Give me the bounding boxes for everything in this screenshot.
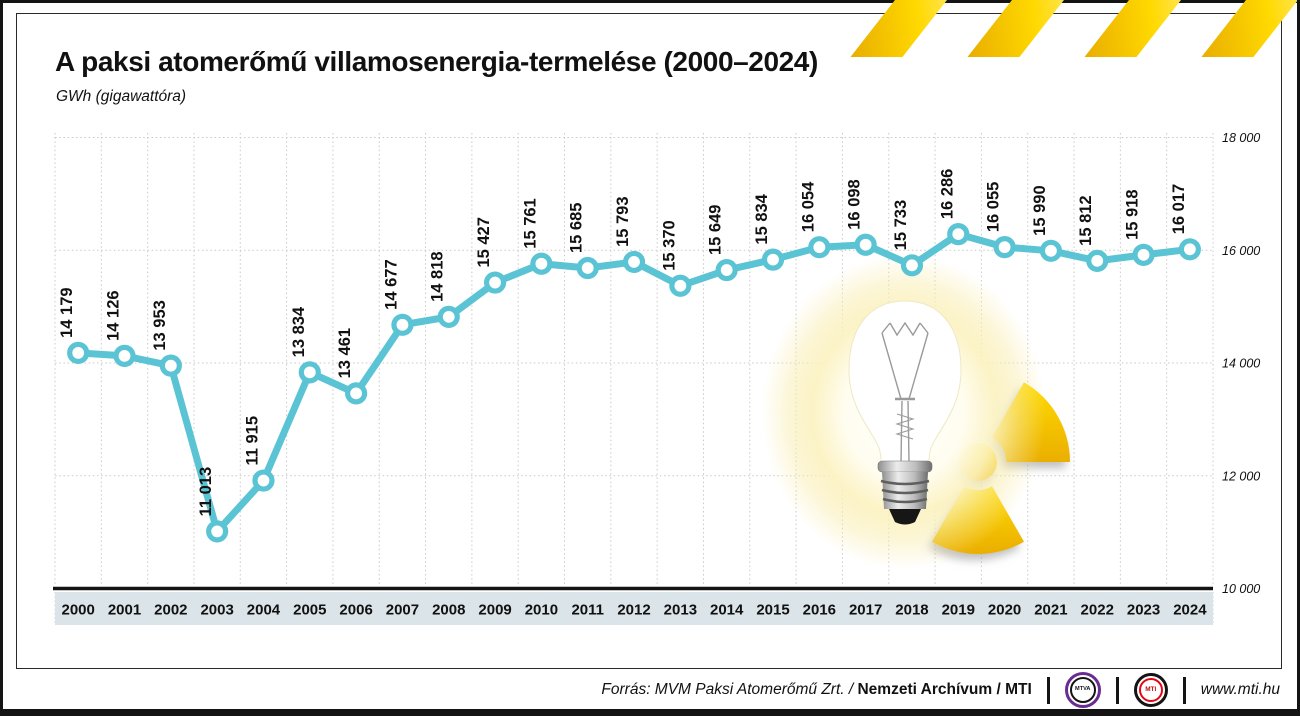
svg-text:2001: 2001 (108, 602, 141, 619)
source-text: Forrás: MVM Paksi Atomerőmű Zrt. / Nemze… (601, 681, 1031, 699)
svg-text:2019: 2019 (942, 602, 975, 619)
source-slash: / (992, 681, 1006, 698)
svg-text:16 098: 16 098 (846, 179, 864, 229)
svg-text:14 000: 14 000 (1222, 357, 1260, 371)
svg-text:15 733: 15 733 (892, 200, 910, 250)
svg-text:12 000: 12 000 (1222, 469, 1260, 483)
svg-text:16 286: 16 286 (938, 169, 956, 219)
mtva-logo: MTVA (1064, 672, 1101, 708)
svg-text:16 054: 16 054 (799, 181, 817, 232)
footer: Forrás: MVM Paksi Atomerőmű Zrt. / Nemze… (0, 670, 1300, 710)
page-title: A paksi atomerőmű villamosenergia-termel… (55, 46, 818, 77)
chart-unit-subtitle: GWh (gigawattóra) (56, 88, 187, 105)
svg-text:13 461: 13 461 (336, 328, 354, 378)
footer-divider (1182, 676, 1186, 704)
svg-text:2007: 2007 (386, 602, 419, 619)
svg-text:15 685: 15 685 (568, 203, 586, 253)
svg-text:2009: 2009 (478, 602, 511, 619)
svg-text:16 055: 16 055 (985, 182, 1003, 232)
website-url: www.mti.hu (1200, 681, 1280, 698)
source-archive: Nemzeti Archívum (857, 681, 993, 698)
svg-text:13 834: 13 834 (290, 306, 308, 357)
svg-text:15 649: 15 649 (707, 205, 725, 255)
svg-text:2008: 2008 (432, 602, 465, 619)
svg-text:16 017: 16 017 (1170, 184, 1188, 234)
svg-text:2005: 2005 (293, 602, 326, 619)
svg-text:2013: 2013 (664, 602, 697, 619)
svg-text:16 000: 16 000 (1222, 244, 1260, 258)
svg-text:15 761: 15 761 (521, 198, 539, 248)
source-prefix: Forrás: MVM Paksi Atomerőmű Zrt. / (601, 681, 858, 698)
svg-text:15 990: 15 990 (1031, 185, 1049, 235)
svg-text:15 370: 15 370 (660, 220, 678, 270)
svg-text:14 677: 14 677 (382, 259, 400, 309)
svg-text:2021: 2021 (1034, 602, 1067, 619)
svg-text:14 179: 14 179 (58, 287, 76, 337)
svg-text:2017: 2017 (849, 602, 882, 619)
svg-text:13 953: 13 953 (151, 300, 169, 350)
svg-text:2002: 2002 (154, 602, 187, 619)
svg-text:14 126: 14 126 (105, 290, 123, 340)
footer-divider (1115, 676, 1119, 704)
svg-text:2011: 2011 (571, 602, 604, 619)
chart-border-box (16, 13, 1282, 669)
mti-logo: MTI (1133, 673, 1168, 707)
footer-divider (1046, 676, 1050, 704)
data-line-series (67, 223, 1201, 543)
svg-text:10 000: 10 000 (1222, 582, 1260, 596)
svg-text:2020: 2020 (988, 602, 1021, 619)
svg-text:2010: 2010 (525, 602, 558, 619)
svg-text:15 834: 15 834 (753, 193, 771, 244)
svg-text:2000: 2000 (62, 602, 95, 619)
svg-text:2012: 2012 (617, 602, 650, 619)
svg-text:11 915: 11 915 (243, 416, 261, 466)
mti-logo-label: MTI (1145, 685, 1157, 693)
svg-text:14 818: 14 818 (429, 251, 447, 301)
source-mti: MTI (1005, 681, 1032, 698)
svg-text:2024: 2024 (1173, 602, 1207, 619)
svg-text:2016: 2016 (803, 602, 836, 619)
value-labels: 14 179 14 126 13 953 11 013 11 915 13 834 13 4… (58, 169, 1188, 517)
svg-text:15 918: 15 918 (1124, 189, 1142, 239)
svg-text:2015: 2015 (756, 602, 789, 619)
svg-text:15 793: 15 793 (614, 196, 632, 246)
svg-text:15 427: 15 427 (475, 217, 493, 267)
svg-text:2004: 2004 (247, 602, 281, 619)
svg-text:11 013: 11 013 (197, 467, 215, 517)
light-bulb-icon (762, 254, 1046, 570)
svg-text:2014: 2014 (710, 602, 744, 619)
y-axis-tick-labels: 10 000 12 000 14 000 16 000 18 000 (1222, 131, 1260, 596)
svg-text:2003: 2003 (200, 602, 233, 619)
svg-text:18 000: 18 000 (1222, 131, 1260, 145)
mtva-logo-label: MTVA (1075, 686, 1091, 693)
svg-text:2006: 2006 (339, 602, 372, 619)
svg-text:15 812: 15 812 (1077, 195, 1095, 245)
x-axis-band: 2000 2001 2002 2003 2004 2005 2006 2007 2008 2009… (55, 592, 1213, 625)
svg-text:2022: 2022 (1081, 602, 1114, 619)
svg-text:2023: 2023 (1127, 602, 1160, 619)
bulb-filament (881, 321, 929, 463)
svg-text:2018: 2018 (895, 602, 928, 619)
